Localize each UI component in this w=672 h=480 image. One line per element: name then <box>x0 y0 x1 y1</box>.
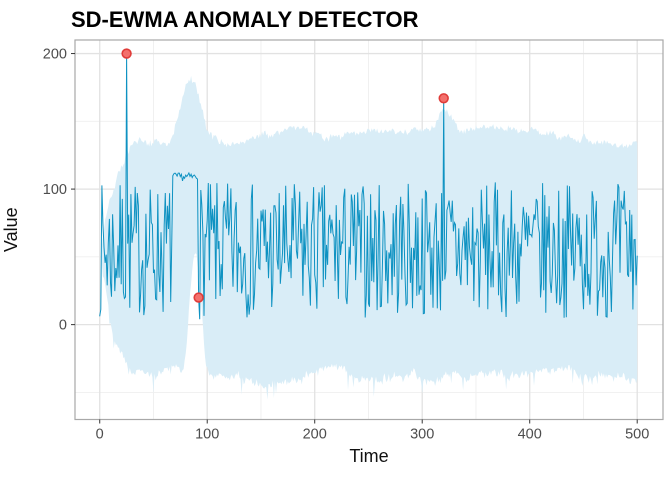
x-tick-label: 0 <box>96 427 104 443</box>
y-tick-label: 200 <box>43 47 67 63</box>
data-layer <box>99 53 638 400</box>
anomaly-point <box>121 48 132 59</box>
axis-ticks <box>71 53 638 424</box>
y-tick-label: 100 <box>43 182 67 198</box>
chart-title: SD-EWMA ANOMALY DETECTOR <box>71 7 419 32</box>
y-axis-title: Value <box>1 207 21 252</box>
confidence-band <box>101 75 638 400</box>
anomaly-point <box>193 292 204 303</box>
x-tick-label: 400 <box>518 427 542 443</box>
signal-line <box>99 53 638 320</box>
y-tick-label: 0 <box>59 318 67 334</box>
x-tick-label: 500 <box>625 427 649 443</box>
x-axis-title: Time <box>349 446 388 466</box>
panel-border <box>74 39 664 421</box>
anomaly-points <box>121 48 449 303</box>
x-tick-label: 300 <box>410 427 434 443</box>
x-tick-label: 100 <box>195 427 219 443</box>
x-tick-label: 200 <box>303 427 327 443</box>
anomaly-point <box>438 93 449 104</box>
axis-tick-labels: 0 100 200 300 400 500 0 100 200 <box>43 47 650 443</box>
